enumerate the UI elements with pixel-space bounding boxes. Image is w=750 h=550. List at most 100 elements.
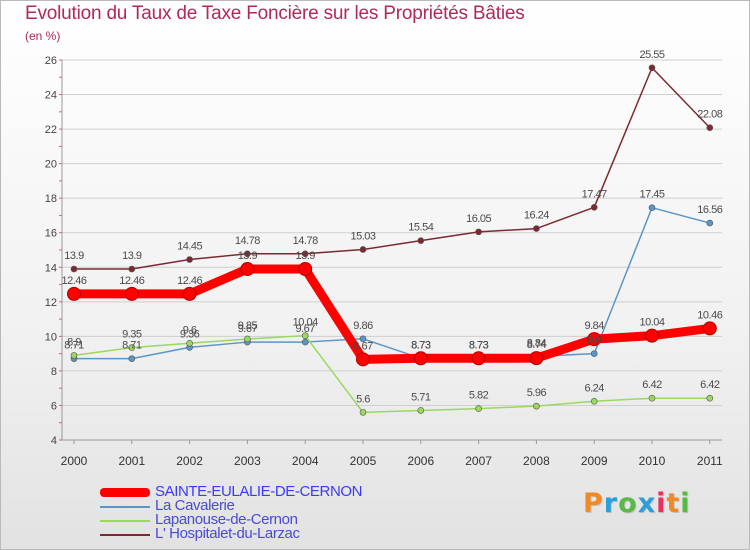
y-tick-label: 24 — [45, 90, 57, 102]
data-label: 10.04 — [639, 317, 664, 329]
data-label: 16.05 — [466, 213, 491, 225]
data-label: 9.86 — [353, 320, 373, 332]
data-label: 9.67 — [238, 323, 258, 335]
data-label: 9.0 — [587, 335, 601, 347]
data-label: 8.9 — [67, 336, 81, 348]
data-label: 16.24 — [524, 210, 549, 222]
series-line — [73, 67, 711, 270]
data-point — [648, 394, 656, 402]
data-label: 15.54 — [408, 222, 433, 234]
data-label: 16.56 — [697, 204, 722, 216]
data-point — [359, 246, 367, 253]
data-point — [417, 407, 425, 414]
series-line — [69, 264, 715, 364]
data-point — [356, 352, 370, 367]
data-label: 13.9 — [295, 250, 315, 262]
data-point — [706, 219, 714, 227]
data-point — [359, 335, 367, 343]
data-point — [533, 225, 540, 232]
data-label: 13.9 — [238, 250, 258, 262]
y-tick-label: 26 — [45, 55, 57, 67]
data-point — [128, 355, 136, 362]
data-point — [70, 352, 78, 359]
x-tick-label: 2002 — [176, 454, 203, 468]
data-label: 9.67 — [295, 323, 315, 335]
data-label: 9.36 — [180, 328, 200, 340]
data-point — [240, 262, 255, 276]
data-point — [67, 286, 81, 301]
data-point — [417, 237, 425, 244]
x-tick-label: 2009 — [581, 454, 608, 468]
data-label: 14.78 — [235, 235, 260, 247]
data-point — [70, 265, 78, 273]
data-point — [475, 405, 482, 412]
data-point — [359, 409, 367, 416]
unit-label: (en %) — [25, 29, 61, 43]
data-label: 12.46 — [177, 275, 202, 287]
proxiti-logo: Proxiti — [583, 488, 691, 519]
y-tick-label: 22 — [45, 124, 57, 136]
data-point — [301, 338, 309, 346]
y-tick-label: 6 — [51, 400, 57, 412]
data-label: 8.73 — [411, 339, 431, 351]
y-tick-label: 4 — [51, 435, 57, 447]
data-label: 25.55 — [639, 49, 664, 61]
x-tick-label: 2003 — [234, 454, 261, 468]
data-label: 6.42 — [642, 379, 662, 391]
data-label: 8.74 — [527, 339, 547, 351]
data-label: 13.9 — [64, 250, 84, 262]
data-point — [590, 350, 598, 357]
chart-title: Evolution du Taux de Taxe Foncière sur l… — [25, 3, 525, 24]
series-line — [73, 334, 711, 414]
data-point — [529, 351, 544, 366]
data-point — [471, 351, 486, 366]
data-label: 6.24 — [584, 382, 604, 394]
legend-label: La Cavalerie — [155, 497, 235, 514]
data-label: 13.9 — [122, 250, 142, 262]
data-label: 5.96 — [527, 387, 547, 399]
x-tick-label: 2001 — [118, 454, 145, 468]
y-tick-label: 12 — [45, 297, 57, 309]
data-point — [648, 64, 656, 72]
legend-label: SAINTE-EULALIE-DE-CERNON — [155, 483, 363, 500]
x-tick-label: 2000 — [61, 454, 88, 468]
legend-label: Lapanouse-de-Cernon — [155, 511, 298, 528]
data-label: 14.45 — [177, 241, 202, 253]
data-point — [298, 262, 313, 276]
data-point — [702, 321, 717, 336]
data-label: 8.84 — [527, 337, 547, 349]
legend-swatch — [100, 506, 150, 508]
data-point — [301, 250, 309, 258]
data-label: 8.71 — [64, 340, 84, 352]
x-tick-label: 2006 — [407, 454, 434, 468]
data-label: 9.35 — [122, 329, 142, 341]
y-tick-label: 14 — [45, 262, 57, 274]
data-point — [244, 335, 251, 343]
data-point — [413, 351, 428, 366]
data-label: 9.6 — [183, 324, 197, 336]
data-point — [475, 228, 482, 236]
data-label: 9.84 — [584, 320, 604, 332]
data-label: 10.46 — [697, 309, 722, 321]
legend-swatch — [100, 520, 150, 522]
data-label: 8.67 — [353, 340, 373, 352]
legend-label: L' Hospitalet-du-Larzac — [155, 525, 300, 542]
data-point — [706, 124, 714, 132]
data-label: 12.46 — [119, 275, 144, 287]
data-label: 15.03 — [350, 230, 375, 242]
legend-swatch — [100, 488, 150, 497]
x-tick-label: 2007 — [465, 454, 492, 468]
data-point — [186, 339, 193, 347]
data-label: 22.08 — [697, 109, 722, 121]
y-tick-label: 10 — [45, 331, 57, 343]
data-point — [706, 394, 714, 402]
data-label: 6.42 — [700, 379, 720, 391]
y-tick-label: 8 — [51, 366, 57, 378]
data-label: 14.78 — [293, 235, 318, 247]
y-tick-label: 20 — [45, 159, 57, 171]
series-line — [73, 206, 711, 360]
data-label: 5.82 — [469, 390, 489, 402]
legend-swatch — [100, 534, 150, 536]
data-label: 8.73 — [411, 339, 431, 351]
